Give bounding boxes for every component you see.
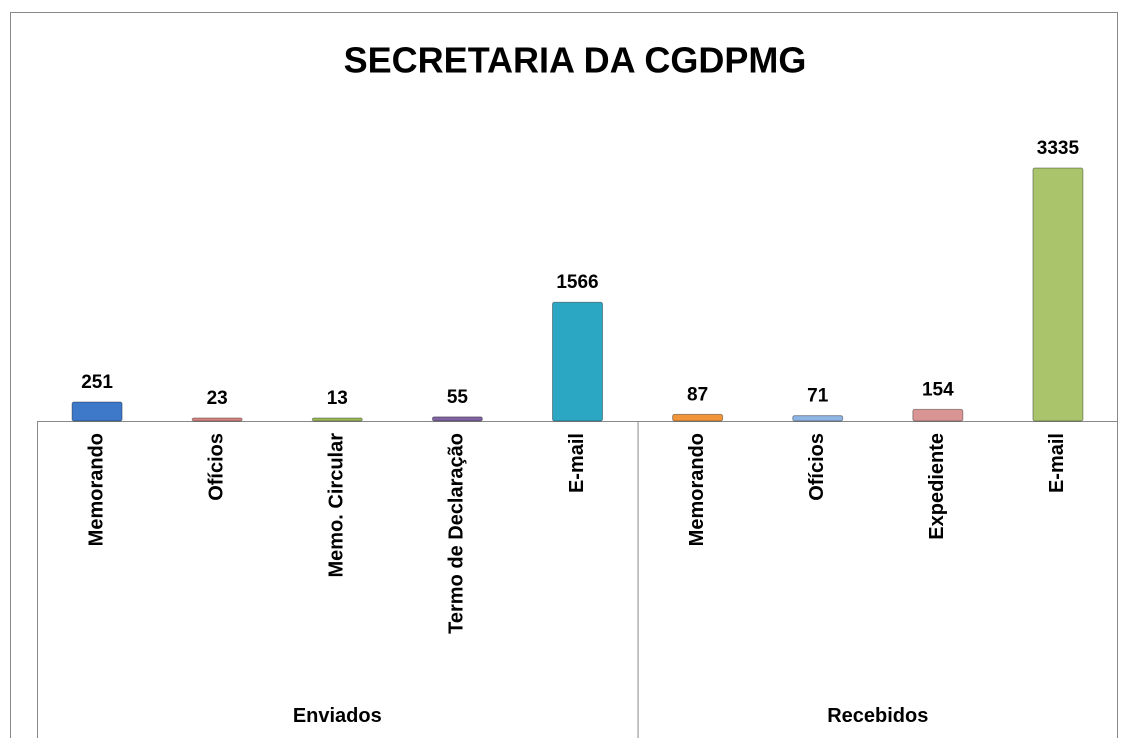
x-tick-label: E-mail xyxy=(566,433,588,493)
group-label: Enviados xyxy=(293,705,382,727)
data-label: 23 xyxy=(207,388,228,409)
bar xyxy=(1032,167,1084,422)
chart-title: SECRETARIA DA CGDPMG xyxy=(344,40,807,81)
bar xyxy=(311,417,363,422)
data-label: 3335 xyxy=(1037,138,1080,159)
data-label: 71 xyxy=(807,386,829,407)
chart-frame xyxy=(10,12,1118,738)
data-label: 55 xyxy=(447,387,469,408)
bar xyxy=(71,401,123,422)
x-tick-label: Ofícios xyxy=(806,433,828,501)
data-label: 13 xyxy=(327,388,348,409)
bar xyxy=(431,416,483,422)
bar xyxy=(191,417,243,422)
x-tick-label: E-mail xyxy=(1046,433,1068,493)
x-tick-label: Termo de Declaração xyxy=(446,433,468,634)
x-tick-label: Ofícios xyxy=(205,433,227,501)
x-tick-label: Memorando xyxy=(686,433,708,546)
bar xyxy=(672,413,724,422)
bar xyxy=(792,415,844,422)
x-tick-label: Expediente xyxy=(926,433,948,540)
data-label: 87 xyxy=(687,384,708,405)
x-tick-label: Memorando xyxy=(85,433,107,546)
data-label: 251 xyxy=(81,372,113,393)
bar xyxy=(552,301,603,422)
group-label: Recebidos xyxy=(827,705,928,727)
bar xyxy=(912,408,964,422)
x-tick-label: Memo. Circular xyxy=(326,433,348,578)
data-label: 1566 xyxy=(556,272,598,293)
data-label: 154 xyxy=(922,379,954,400)
